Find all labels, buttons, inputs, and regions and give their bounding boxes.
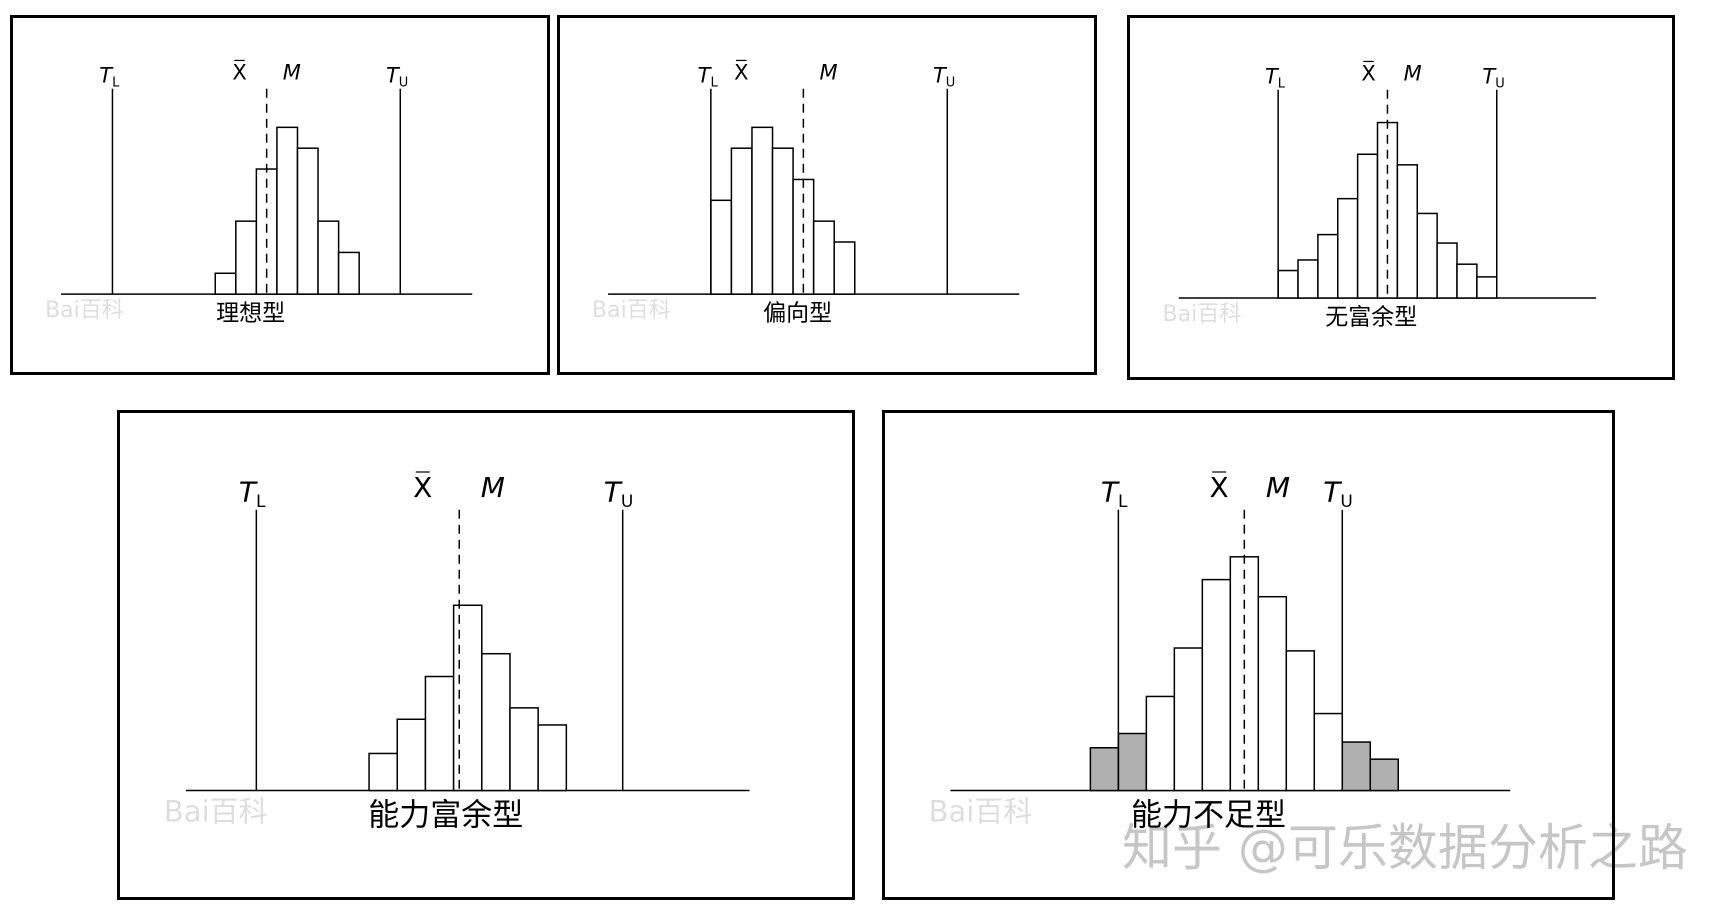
histogram-bar (771, 147, 794, 295)
mean-label: X (734, 60, 748, 84)
histogram-bar (276, 126, 299, 295)
histogram-bar (1277, 269, 1299, 299)
histogram-bar-out-of-spec (1341, 741, 1372, 792)
histogram-bar (537, 724, 568, 792)
histogram-bar (1285, 650, 1316, 792)
median-label: M (1404, 61, 1422, 85)
histogram-bar (1145, 695, 1176, 792)
histogram-bar (452, 604, 483, 792)
panel-ideal: TL TU X M Bai百科 理想型 (10, 15, 550, 375)
histogram-bar (1201, 578, 1232, 792)
panel-capability-insufficient: TL TU X M Bai百科 能力不足型 (882, 410, 1615, 900)
histogram-bar (1456, 263, 1478, 299)
lower-spec-limit-label: TL (698, 64, 719, 91)
histogram-bar (1356, 153, 1379, 299)
chart-title: 能力富余型 (368, 798, 523, 834)
histogram-bar (1436, 242, 1458, 299)
chart-biased: TL TU X M Bai百科 偏向型 (592, 59, 1020, 326)
histogram-bar (1416, 212, 1438, 299)
lower-spec-limit-label: TL (1265, 65, 1286, 92)
upper-spec-limit-label: TU (1482, 65, 1504, 92)
histogram-bar-out-of-spec (1089, 747, 1120, 792)
baike-watermark: Bai百科 (45, 298, 124, 323)
median-label: M (283, 60, 301, 84)
median-label: M (1266, 471, 1290, 504)
baike-watermark: Bai百科 (592, 298, 671, 323)
histogram-bar-out-of-spec (1369, 758, 1400, 792)
mean-label: X (413, 471, 432, 504)
mean-label: X (1210, 471, 1229, 504)
histogram-bar (1396, 164, 1419, 299)
baike-watermark: Bai百科 (164, 794, 268, 828)
chart-title: 理想型 (216, 300, 285, 326)
histogram-bar (1313, 712, 1344, 792)
histogram-bar (317, 220, 340, 295)
median-label: M (481, 471, 505, 504)
histogram-bar (1173, 647, 1204, 792)
baike-watermark: Bai百科 (929, 794, 1033, 828)
histogram-bar (481, 652, 511, 792)
lower-spec-limit-label: TL (1101, 475, 1128, 512)
histogram-bar (214, 272, 237, 295)
baike-watermark: Bai百科 (1163, 302, 1242, 327)
zhihu-watermark: 知乎 @可乐数据分析之路 (1122, 819, 1688, 877)
lower-spec-limit-label: TL (99, 64, 120, 91)
panel-biased: TL TU X M Bai百科 偏向型 (557, 15, 1097, 375)
chart-capability-surplus: TL TU X M Bai百科 能力富余型 (164, 471, 750, 834)
histogram-bar (296, 147, 319, 295)
mean-label: X (232, 60, 246, 84)
histogram-bar (812, 220, 835, 295)
chart-title: 无富余型 (1325, 304, 1417, 330)
histogram-bar (509, 707, 539, 792)
lower-spec-limit-label: TL (239, 475, 266, 512)
histogram-bar (396, 718, 427, 792)
histogram-bar (730, 147, 753, 295)
histogram-bar (751, 126, 774, 295)
panel-no-margin: TL TU X M Bai百科 无富余型 (1127, 15, 1675, 380)
histogram-bar (710, 199, 733, 295)
histogram-bar (1317, 233, 1339, 299)
histogram-bar (833, 241, 856, 295)
histogram-bar (1337, 197, 1359, 299)
panel-capability-surplus: TL TU X M Bai百科 能力富余型 (117, 410, 855, 900)
upper-spec-limit-label: TU (604, 475, 634, 512)
mean-label: X (1361, 61, 1375, 85)
upper-spec-limit-label: TU (933, 64, 955, 91)
histogram-bar (368, 752, 398, 792)
chart-ideal: TL TU X M Bai百科 理想型 (45, 59, 473, 326)
histogram-bar (235, 220, 258, 295)
histogram-bar-out-of-spec (1117, 732, 1148, 792)
chart-title: 偏向型 (763, 300, 832, 326)
histogram-bar (1297, 259, 1319, 299)
chart-no-margin: TL TU X M Bai百科 无富余型 (1163, 60, 1597, 330)
histogram-bar (1257, 595, 1288, 792)
chart-capability-insufficient: TL TU X M Bai百科 能力不足型 (929, 471, 1511, 834)
upper-spec-limit-label: TU (386, 64, 408, 91)
histogram-bar (1476, 276, 1498, 299)
histogram-bar (337, 251, 360, 295)
histogram-bar (424, 675, 455, 792)
median-label: M (820, 60, 838, 84)
upper-spec-limit-label: TU (1323, 475, 1353, 512)
chart-title: 能力不足型 (1131, 798, 1286, 834)
